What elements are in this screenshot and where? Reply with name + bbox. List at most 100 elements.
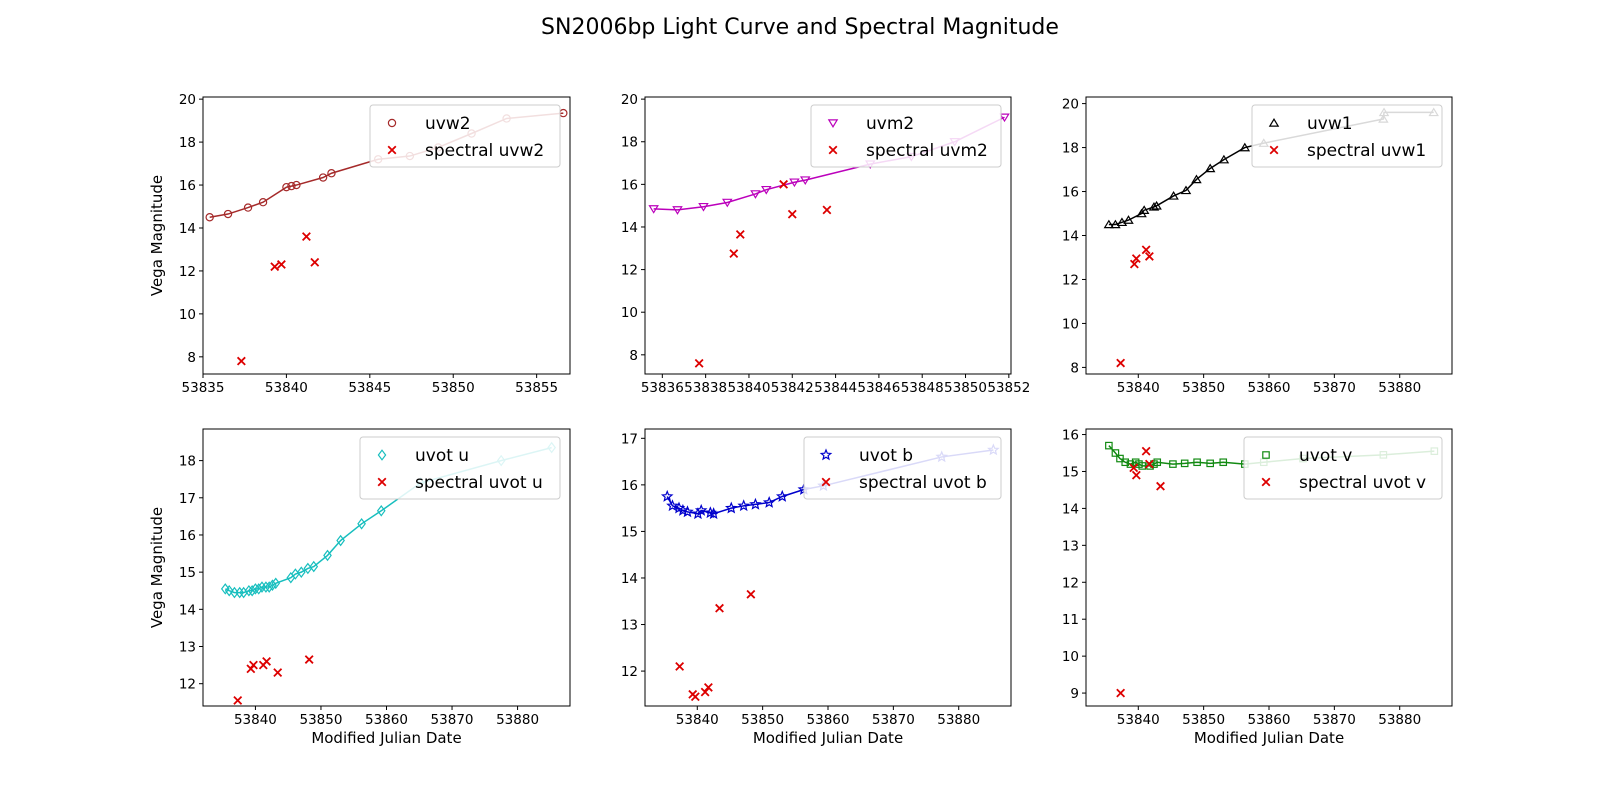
x-tick-label: 53850	[1182, 380, 1225, 396]
spectral-point	[263, 658, 271, 666]
y-tick-label: 12	[621, 263, 638, 279]
y-tick-label: 16	[1062, 185, 1079, 201]
spectral-point	[730, 250, 738, 258]
y-tick-label: 16	[621, 478, 638, 494]
panel-uvot-b: 53840 53850 53860 53870 53880 12 13 14 15 16 17 Mod…	[621, 429, 1011, 747]
legend-label: spectral uvot u	[415, 473, 543, 493]
y-tick-label: 14	[1062, 501, 1079, 517]
y-tick-label: 12	[621, 664, 638, 680]
y-tick-label: 15	[1062, 464, 1079, 480]
spectral-point	[716, 604, 724, 612]
y-tick-label: 11	[1062, 612, 1079, 628]
spectral-point	[250, 661, 258, 669]
y-tick-label: 10	[621, 305, 638, 321]
y-tick-label: 18	[179, 135, 196, 151]
legend-label: uvw1	[1307, 114, 1353, 134]
x-tick-label: 53842	[771, 380, 814, 396]
y-tick-label: 12	[1062, 272, 1079, 288]
x-axis-label: Modified Julian Date	[1194, 729, 1344, 747]
x-tick-label: 53870	[872, 712, 915, 728]
y-tick-label: 14	[179, 221, 196, 237]
series-spectral-uvm2	[695, 181, 830, 368]
y-tick-label: 10	[179, 307, 196, 323]
y-tick-label: 10	[1062, 649, 1079, 665]
x-tick-label: 53838	[684, 380, 727, 396]
legend-label: spectral uvot b	[859, 473, 987, 493]
legend-label: spectral uvot v	[1299, 473, 1426, 493]
panel-uvot-v: 53840 53850 53860 53870 53880910111213141516…	[1062, 428, 1452, 747]
spectral-point	[1133, 471, 1141, 479]
x-tick-label: 53880	[496, 712, 539, 728]
x-tick-label: 53870	[1313, 380, 1356, 396]
panel-uvm2: 53836 53838 53840 53842 53844 53846 53848 53850…	[621, 92, 1030, 396]
series-spectral-uvot-u	[234, 656, 313, 704]
y-tick-label: 12	[1062, 575, 1079, 591]
x-tick-label: 53840	[727, 380, 770, 396]
spectral-point	[271, 263, 279, 271]
spectral-point	[305, 656, 313, 664]
series-spectral-uvw2	[238, 233, 319, 365]
y-tick-label: 20	[621, 92, 638, 108]
y-tick-label: 14	[1062, 229, 1079, 245]
figure-title: SN2006bp Light Curve and Spectral Magnit…	[541, 15, 1059, 40]
x-tick-label: 53850	[432, 380, 475, 396]
y-tick-label: 16	[179, 178, 196, 194]
panel-uvw1: 53840 53850 53860 53870 53880 8 10 12 14 16 18 20 uv…	[1062, 97, 1452, 396]
y-tick-label: 17	[179, 491, 196, 507]
spectral-point	[311, 259, 319, 267]
legend-label: uvm2	[866, 114, 914, 134]
series-spectral-uvw1	[1117, 246, 1153, 367]
y-tick-label: 16	[621, 177, 638, 193]
legend: uvm2 spectral uvm2	[811, 105, 1001, 167]
spectral-point	[1117, 689, 1125, 697]
x-tick-label: 53870	[1313, 712, 1356, 728]
x-tick-label: 53855	[515, 380, 558, 396]
x-tick-label: 53852	[987, 380, 1030, 396]
x-tick-label: 53840	[1117, 712, 1160, 728]
spectral-point	[747, 590, 755, 598]
y-tick-label: 16	[1062, 428, 1079, 444]
legend-label: uvot v	[1299, 446, 1352, 466]
y-tick-label: 18	[179, 454, 196, 470]
x-tick-label: 53844	[814, 380, 857, 396]
y-tick-label: 13	[1062, 538, 1079, 554]
legend-label: spectral uvw1	[1307, 141, 1426, 161]
x-tick-label: 53848	[901, 380, 944, 396]
spectral-point	[274, 669, 282, 677]
x-tick-label: 53850	[299, 712, 342, 728]
legend: uvot b spectral uvot b	[804, 437, 1001, 499]
x-axis-label: Modified Julian Date	[311, 729, 461, 747]
legend-label: spectral uvm2	[866, 141, 988, 161]
x-tick-label: 53846	[857, 380, 900, 396]
panel-uvot-u: 53840 53850 53860 53870 53880 12 13 14 15 16 17 18 V…	[148, 429, 570, 747]
y-tick-label: 18	[621, 135, 638, 151]
spectral-point	[303, 233, 311, 241]
legend: uvot v spectral uvot v	[1244, 437, 1442, 499]
spectral-point	[695, 360, 703, 368]
spectral-point	[692, 693, 700, 701]
y-tick-label: 8	[187, 350, 196, 366]
y-tick-label: 13	[621, 618, 638, 634]
legend-label: uvot b	[859, 446, 913, 466]
y-tick-label: 10	[1062, 316, 1079, 332]
series-spectral-uvot-b	[676, 590, 755, 700]
x-tick-label: 53880	[937, 712, 980, 728]
x-tick-label: 53835	[182, 380, 225, 396]
y-tick-label: 16	[179, 528, 196, 544]
spectral-point	[1142, 447, 1150, 455]
x-tick-label: 53860	[365, 712, 408, 728]
x-tick-label: 53850	[1182, 712, 1225, 728]
data-point	[662, 492, 672, 501]
legend-label: uvot u	[415, 446, 469, 466]
y-tick-label: 14	[621, 571, 638, 587]
x-tick-label: 53860	[1248, 712, 1291, 728]
spectral-point	[234, 697, 242, 705]
y-tick-label: 14	[621, 220, 638, 236]
x-tick-label: 53836	[641, 380, 684, 396]
y-tick-label: 15	[179, 565, 196, 581]
x-axis-label: Modified Julian Date	[753, 729, 903, 747]
spectral-point	[238, 357, 246, 365]
spectral-point	[676, 663, 684, 671]
y-tick-label: 14	[179, 602, 196, 618]
